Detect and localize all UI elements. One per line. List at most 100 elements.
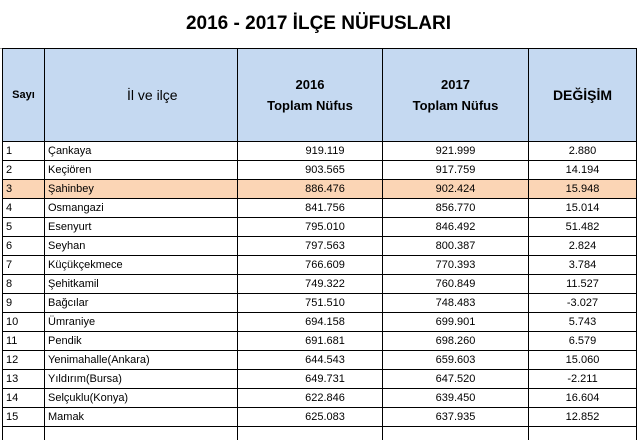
cell-degisim[interactable]: 5.743 [529,313,637,332]
cell-ilce[interactable]: Seyhan [45,237,238,256]
cell-2016[interactable]: 691.681 [238,332,383,351]
cell-2016[interactable]: 622.846 [238,389,383,408]
cell-2016[interactable]: 797.563 [238,237,383,256]
empty-cell[interactable] [238,427,383,440]
cell-degisim[interactable]: 3.784 [529,256,637,275]
table-row-empty [3,427,637,440]
cell-ilce[interactable]: Şehitkamil [45,275,238,294]
cell-degisim[interactable]: 12.852 [529,408,637,427]
header-sayi[interactable]: Sayı [3,49,45,142]
cell-2017[interactable]: 647.520 [383,370,529,389]
cell-sayi[interactable]: 6 [3,237,45,256]
cell-sayi[interactable]: 12 [3,351,45,370]
empty-cell[interactable] [3,427,45,440]
cell-sayi[interactable]: 7 [3,256,45,275]
cell-sayi[interactable]: 5 [3,218,45,237]
cell-2016[interactable]: 886.476 [238,180,383,199]
cell-ilce[interactable]: Yıldırım(Bursa) [45,370,238,389]
header-degisim[interactable]: DEĞİŞİM [529,49,637,142]
cell-2017[interactable]: 800.387 [383,237,529,256]
cell-ilce[interactable]: Selçuklu(Konya) [45,389,238,408]
cell-degisim[interactable]: -3.027 [529,294,637,313]
header-2016[interactable]: 2016 Toplam Nüfus [238,49,383,142]
cell-sayi[interactable]: 15 [3,408,45,427]
cell-2016[interactable]: 903.565 [238,161,383,180]
cell-ilce[interactable]: Keçiören [45,161,238,180]
cell-sayi[interactable]: 1 [3,142,45,161]
cell-2017[interactable]: 659.603 [383,351,529,370]
cell-degisim[interactable]: 11.527 [529,275,637,294]
header-ilce[interactable]: İl ve ilçe [45,49,238,142]
empty-cell[interactable] [383,427,529,440]
cell-ilce[interactable]: Esenyurt [45,218,238,237]
cell-sayi[interactable]: 8 [3,275,45,294]
header-2016-label: Toplam Nüfus [267,98,353,113]
cell-2017[interactable]: 902.424 [383,180,529,199]
cell-ilce[interactable]: Mamak [45,408,238,427]
cell-ilce[interactable]: Yenimahalle(Ankara) [45,351,238,370]
cell-ilce[interactable]: Çankaya [45,142,238,161]
cell-2017[interactable]: 770.393 [383,256,529,275]
cell-sayi[interactable]: 11 [3,332,45,351]
sheet-title: 2016 - 2017 İLÇE NÜFUSLARI [0,0,637,49]
cell-2017[interactable]: 917.759 [383,161,529,180]
cell-ilce[interactable]: Bağcılar [45,294,238,313]
cell-degisim[interactable]: 2.824 [529,237,637,256]
cell-degisim[interactable]: 51.482 [529,218,637,237]
cell-2016[interactable]: 919.119 [238,142,383,161]
cell-2017[interactable]: 921.999 [383,142,529,161]
cell-sayi[interactable]: 2 [3,161,45,180]
cell-2017[interactable]: 748.483 [383,294,529,313]
cell-2017[interactable]: 699.901 [383,313,529,332]
cell-2017[interactable]: 760.849 [383,275,529,294]
cell-2017[interactable]: 856.770 [383,199,529,218]
cell-2016[interactable]: 841.756 [238,199,383,218]
cell-2016[interactable]: 649.731 [238,370,383,389]
cell-degisim[interactable]: 14.194 [529,161,637,180]
cell-2017[interactable]: 698.260 [383,332,529,351]
cell-degisim[interactable]: 2.880 [529,142,637,161]
cell-2016[interactable]: 766.609 [238,256,383,275]
cell-degisim[interactable]: 15.014 [529,199,637,218]
cell-2017[interactable]: 639.450 [383,389,529,408]
cell-sayi[interactable]: 9 [3,294,45,313]
cell-ilce[interactable]: Pendik [45,332,238,351]
cell-2016[interactable]: 751.510 [238,294,383,313]
cell-sayi[interactable]: 13 [3,370,45,389]
cell-degisim[interactable]: 16.604 [529,389,637,408]
empty-cell[interactable] [529,427,637,440]
header-2017[interactable]: 2017 Toplam Nüfus [383,49,529,142]
cell-degisim[interactable]: 6.579 [529,332,637,351]
cell-ilce[interactable]: Küçükçekmece [45,256,238,275]
cell-degisim[interactable]: 15.948 [529,180,637,199]
cell-sayi[interactable]: 4 [3,199,45,218]
cell-degisim[interactable]: -2.211 [529,370,637,389]
cell-2016[interactable]: 625.083 [238,408,383,427]
cell-2016[interactable]: 749.322 [238,275,383,294]
cell-ilce[interactable]: Ümraniye [45,313,238,332]
cell-degisim[interactable]: 15.060 [529,351,637,370]
cell-ilce[interactable]: Osmangazi [45,199,238,218]
cell-2016[interactable]: 644.543 [238,351,383,370]
cell-2016[interactable]: 795.010 [238,218,383,237]
cell-2017[interactable]: 637.935 [383,408,529,427]
header-2016-year: 2016 [296,77,325,92]
empty-cell[interactable] [45,427,238,440]
cell-2016[interactable]: 694.158 [238,313,383,332]
cell-sayi[interactable]: 14 [3,389,45,408]
cell-sayi[interactable]: 10 [3,313,45,332]
cell-ilce[interactable]: Şahinbey [45,180,238,199]
cell-sayi[interactable]: 3 [3,180,45,199]
cell-2017[interactable]: 846.492 [383,218,529,237]
